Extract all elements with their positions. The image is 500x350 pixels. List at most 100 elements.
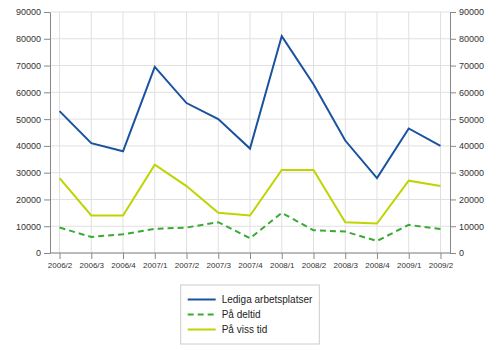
x-axis: 2006/22006/32006/42007/12007/22007/32007… (48, 253, 454, 270)
tick: 80000 (16, 34, 50, 44)
tick-mark (345, 253, 346, 259)
legend-label: Lediga arbetsplatser (222, 294, 313, 305)
tick-label: 90000 (16, 7, 41, 17)
legend-item: På deltid (188, 309, 261, 320)
tick: 30000 (450, 168, 484, 178)
tick-label: 2007/2 (175, 261, 200, 270)
tick: 40000 (450, 141, 484, 151)
tick: 2006/4 (111, 253, 136, 270)
tick-label: 20000 (16, 195, 41, 205)
tick-mark (450, 146, 456, 147)
axis-line (450, 13, 451, 254)
tick-label: 50000 (16, 114, 41, 124)
legend-swatch (188, 329, 216, 331)
grid-line-x (408, 12, 409, 253)
grid-line-x (376, 12, 377, 253)
tick-label: 2008/3 (334, 261, 359, 270)
tick: 2007/4 (238, 253, 263, 270)
tick-label: 70000 (16, 61, 41, 71)
grid-line-x (281, 12, 282, 253)
lines (60, 36, 441, 241)
grid-line-x (440, 12, 441, 253)
tick-label: 30000 (459, 168, 484, 178)
tick-label: 2008/4 (365, 261, 390, 270)
tick-label: 0 (36, 248, 41, 258)
tick: 90000 (450, 7, 484, 17)
tick-mark (450, 253, 456, 254)
tick-mark (450, 39, 456, 40)
tick-mark (450, 119, 456, 120)
legend-box (181, 285, 320, 344)
tick-mark (44, 173, 50, 174)
tick-mark (450, 66, 456, 67)
tick-mark (450, 12, 456, 13)
plot: 2006/22006/32006/42007/12007/22007/32007… (16, 7, 484, 269)
tick-mark (44, 39, 50, 40)
tick-mark (44, 119, 50, 120)
tick-mark (44, 12, 50, 13)
grid (50, 12, 450, 253)
tick-mark (91, 253, 92, 259)
tick-mark (44, 92, 50, 93)
tick: 2008/3 (334, 253, 359, 270)
tick-mark (250, 253, 251, 259)
tick-mark (282, 253, 283, 259)
tick: 2007/1 (143, 253, 168, 270)
tick: 0 (450, 248, 464, 258)
tick-mark (44, 199, 50, 200)
tick: 50000 (16, 114, 50, 124)
grid-line-x (154, 12, 155, 253)
grid-line-x (345, 12, 346, 253)
series-line (60, 36, 441, 178)
tick-mark (187, 253, 188, 259)
tick-label: 70000 (459, 61, 484, 71)
tick-label: 60000 (16, 88, 41, 98)
tick-label: 2006/3 (80, 261, 105, 270)
tick-mark (44, 226, 50, 227)
tick-label: 10000 (16, 222, 41, 232)
tick-label: 40000 (459, 141, 484, 151)
tick-mark (440, 253, 441, 259)
tick-label: 2008/1 (270, 261, 295, 270)
tick-label: 90000 (459, 7, 484, 17)
tick-label: 2007/4 (238, 261, 263, 270)
tick: 2008/2 (302, 253, 327, 270)
tick-label: 20000 (459, 195, 484, 205)
grid-line-x (91, 12, 92, 253)
y2-axis: 0100002000030000400005000060000700008000… (450, 7, 484, 258)
tick-label: 2008/2 (302, 261, 327, 270)
tick-mark (44, 253, 50, 254)
tick-label: 2006/4 (111, 261, 136, 270)
tick-mark (450, 173, 456, 174)
tick-mark (450, 226, 456, 227)
tick-label: 80000 (16, 34, 41, 44)
legend: Lediga arbetsplatserPå deltidPå viss tid (181, 285, 320, 344)
tick: 90000 (16, 7, 50, 17)
tick: 2008/1 (270, 253, 295, 270)
grid-line-x (250, 12, 251, 253)
tick-mark (450, 92, 456, 93)
tick-mark (155, 253, 156, 259)
series-line (60, 165, 441, 224)
tick: 0 (36, 248, 50, 258)
tick: 2007/3 (207, 253, 232, 270)
tick-mark (60, 253, 61, 259)
y-axis: 0100002000030000400005000060000700008000… (16, 7, 51, 258)
tick: 30000 (16, 168, 50, 178)
tick-label: 2009/2 (429, 261, 454, 270)
chart: 2006/22006/32006/42007/12007/22007/32007… (0, 0, 500, 350)
tick-label: 50000 (459, 114, 484, 124)
legend-label: På deltid (222, 309, 261, 320)
tick-mark (218, 253, 219, 259)
grid-line-x (218, 12, 219, 253)
tick-label: 10000 (459, 222, 484, 232)
tick: 60000 (450, 88, 484, 98)
tick-mark (450, 199, 456, 200)
tick-mark (44, 66, 50, 67)
tick-label: 30000 (16, 168, 41, 178)
tick-mark (409, 253, 410, 259)
grid-line-x (186, 12, 187, 253)
tick-mark (123, 253, 124, 259)
legend-swatch (188, 299, 216, 301)
tick: 2006/3 (80, 253, 105, 270)
